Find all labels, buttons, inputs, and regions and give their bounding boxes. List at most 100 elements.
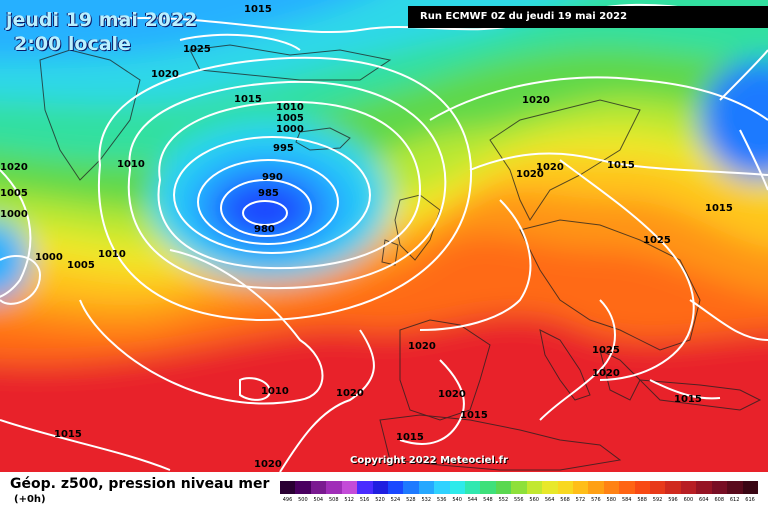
scale-label: 560 bbox=[529, 497, 539, 503]
color-scale: 496 500 504 508 512 516 520 524 528 532 536 540 544 5… bbox=[280, 481, 759, 505]
scale-swatch bbox=[341, 481, 358, 494]
isobar-label: 1000 bbox=[0, 209, 28, 220]
parameter-title: Géop. z500, pression niveau mer bbox=[10, 476, 270, 492]
isobar-label: 985 bbox=[258, 188, 279, 199]
scale-label: 552 bbox=[498, 497, 509, 503]
scale-swatch bbox=[372, 481, 389, 494]
scale-swatch bbox=[619, 481, 635, 494]
scale-swatch bbox=[511, 481, 527, 494]
scale-label: 604 bbox=[699, 497, 709, 503]
scale-label: 600 bbox=[683, 497, 694, 503]
scale-swatch bbox=[357, 481, 373, 494]
isobar-label: 1015 bbox=[607, 160, 635, 171]
isobar-label: 1025 bbox=[643, 235, 671, 246]
isobar-label: 1015 bbox=[674, 394, 702, 405]
scale-label: 496 bbox=[282, 497, 293, 503]
scale-label: 520 bbox=[375, 497, 385, 503]
scale-label: 524 bbox=[390, 497, 401, 503]
scale-label: 516 bbox=[359, 497, 370, 503]
isobar-label: 1010 bbox=[98, 249, 126, 260]
isobar-label: 1025 bbox=[592, 345, 620, 356]
scale-swatch bbox=[418, 481, 435, 494]
scale-label: 596 bbox=[668, 497, 678, 503]
coastlines bbox=[39, 44, 762, 471]
scale-label: 548 bbox=[483, 497, 493, 503]
isobar-label: 1010 bbox=[276, 102, 304, 113]
scale-label: 568 bbox=[560, 497, 570, 503]
scale-swatch bbox=[480, 481, 497, 494]
geopotential-field: 1015 1025 1020 1015 1010 1005 1000 995 9… bbox=[0, 0, 768, 472]
isobar-label: 1020 bbox=[536, 162, 564, 173]
scale-label: 540 bbox=[452, 497, 462, 503]
isobar-label: 1015 bbox=[396, 432, 424, 443]
isobar-label: 1020 bbox=[336, 388, 364, 399]
isobar-label: 1000 bbox=[276, 124, 304, 135]
scale-label: 544 bbox=[467, 497, 478, 503]
isobar-label: 1020 bbox=[522, 95, 550, 106]
scale-swatch bbox=[310, 481, 327, 494]
scale-label: 608 bbox=[714, 497, 724, 503]
weather-map: 1015 1025 1020 1015 1010 1005 1000 995 9… bbox=[0, 0, 768, 472]
isobar-label: 995 bbox=[273, 143, 294, 154]
isobar-label: 980 bbox=[254, 224, 275, 235]
scale-label: 508 bbox=[328, 497, 339, 503]
copyright: Copyright 2022 Meteociel.fr bbox=[350, 455, 508, 466]
scale-label: 512 bbox=[344, 497, 354, 503]
scale-label: 504 bbox=[313, 497, 324, 503]
isobar-label: 1015 bbox=[244, 4, 272, 15]
scale-swatch bbox=[557, 481, 574, 494]
scale-label: 532 bbox=[421, 497, 432, 503]
scale-swatch bbox=[542, 481, 558, 494]
scale-label: 528 bbox=[406, 497, 416, 503]
isobar-label: 1010 bbox=[261, 386, 289, 397]
legend-footer: Géop. z500, pression niveau mer (+0h) 49… bbox=[0, 472, 768, 512]
isobar-label: 1015 bbox=[54, 429, 82, 440]
isobar-label: 1020 bbox=[592, 368, 620, 379]
scale-swatch bbox=[465, 481, 481, 494]
forecast-step: (+0h) bbox=[14, 494, 46, 505]
scale-swatch bbox=[295, 481, 312, 494]
scale-label: 584 bbox=[621, 497, 632, 503]
isobar-label: 1020 bbox=[254, 459, 282, 470]
scale-swatch bbox=[603, 481, 620, 494]
isobar-label: 1020 bbox=[0, 162, 28, 173]
isobar-label: 1020 bbox=[516, 169, 544, 180]
scale-label: 576 bbox=[591, 497, 601, 503]
scale-swatch bbox=[680, 481, 697, 494]
scale-swatch bbox=[572, 481, 589, 494]
forecast-time: 2:00 locale bbox=[14, 33, 131, 55]
scale-label: 500 bbox=[298, 497, 308, 503]
scale-label: 572 bbox=[575, 497, 586, 503]
scale-swatch bbox=[650, 481, 666, 494]
scale-swatch bbox=[403, 481, 420, 494]
scale-label: 592 bbox=[652, 497, 663, 503]
isobar-label: 1015 bbox=[705, 203, 733, 214]
scale-swatch bbox=[742, 481, 759, 494]
scale-swatch bbox=[495, 481, 512, 494]
scale-swatch bbox=[696, 481, 713, 494]
forecast-date: jeudi 19 mai 2022 bbox=[6, 9, 198, 31]
isobar-label: 1005 bbox=[276, 113, 304, 124]
scale-swatch bbox=[434, 481, 450, 494]
scale-swatch bbox=[588, 481, 605, 494]
scale-swatch bbox=[727, 481, 743, 494]
scale-swatch bbox=[326, 481, 342, 494]
isobar-label: 990 bbox=[262, 172, 283, 183]
scale-swatch bbox=[280, 481, 296, 494]
scale-swatch bbox=[634, 481, 651, 494]
scale-swatch bbox=[449, 481, 466, 494]
isobar-label: 1020 bbox=[438, 389, 466, 400]
scale-swatch bbox=[526, 481, 543, 494]
isobar-label: 1005 bbox=[67, 260, 95, 271]
run-info: Run ECMWF 0Z du jeudi 19 mai 2022 bbox=[408, 6, 768, 28]
scale-label: 616 bbox=[745, 497, 755, 503]
scale-label: 580 bbox=[606, 497, 617, 503]
isobar-label: 1020 bbox=[408, 341, 436, 352]
scale-swatch bbox=[711, 481, 728, 494]
scale-label: 536 bbox=[436, 497, 447, 503]
scale-label: 556 bbox=[514, 497, 524, 503]
isobar-labels: 1015 1025 1020 1015 1010 1005 1000 995 9… bbox=[0, 4, 733, 470]
isobar-label: 1000 bbox=[35, 252, 63, 263]
isobar-label: 1010 bbox=[117, 159, 145, 170]
scale-label: 612 bbox=[729, 497, 740, 503]
